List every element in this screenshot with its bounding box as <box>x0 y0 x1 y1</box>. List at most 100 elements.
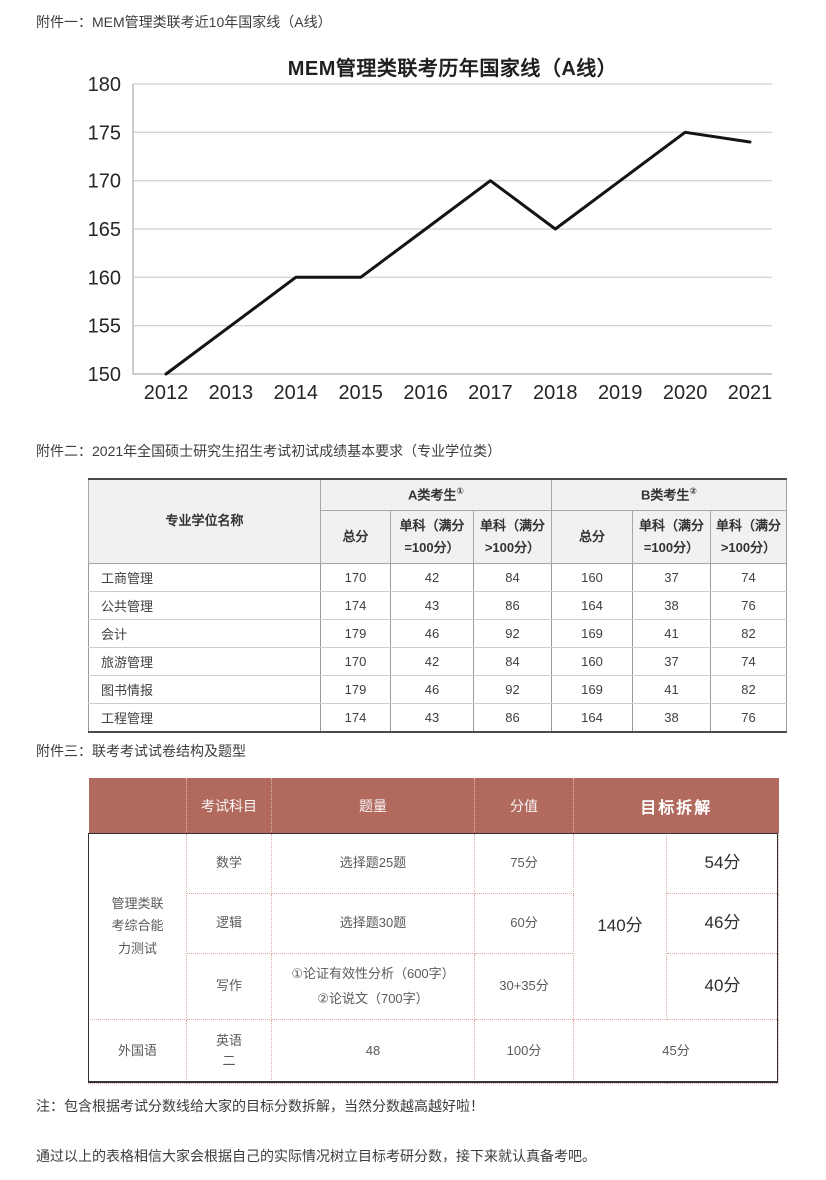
x-tick-label: 2014 <box>274 382 319 404</box>
score-value-cell: 84 <box>473 563 552 592</box>
degree-name-cell: 工商管理 <box>88 563 321 592</box>
table-row: 会计 179 46 92 169 41 82 <box>88 619 787 648</box>
quantity-cell: 选择题30题 <box>271 893 475 954</box>
score-value-cell: 86 <box>473 591 552 620</box>
score-value-cell: 82 <box>710 619 787 648</box>
y-tick-label: 155 <box>88 316 121 338</box>
target-cell: 45分 <box>572 1019 780 1084</box>
x-tick-label: 2018 <box>533 382 578 404</box>
x-tick-label: 2019 <box>598 382 643 404</box>
subject-cell: 逻辑 <box>186 893 272 954</box>
x-tick-label: 2021 <box>728 382 773 404</box>
x-tick-label: 2017 <box>468 382 513 404</box>
y-tick-label: 150 <box>88 364 121 386</box>
footnote-mark-2: ② <box>689 485 697 496</box>
score-value-cell: 41 <box>632 619 711 648</box>
score-value-cell: 179 <box>320 619 391 648</box>
table-row-logic: 逻辑 选择题30题 60分 46分 <box>89 893 780 954</box>
y-tick-label: 175 <box>88 122 121 144</box>
quantity-line-2: ②论说文（700字） <box>317 990 429 1006</box>
score-requirements-table: 专业学位名称 A类考生① B类考生② 总分 单科（满分=100分） 单科（满分>10… <box>88 478 787 733</box>
attachment3-heading: 附件三：联考考试试卷结构及题型 <box>36 743 246 759</box>
score-cell: 75分 <box>474 833 574 894</box>
score-value-cell: 170 <box>320 563 391 592</box>
col-subheader: 单科（满分=100分） <box>390 510 474 564</box>
col-subheader: 总分 <box>551 510 633 564</box>
footnote-mark-1: ① <box>456 485 464 496</box>
y-tick-label: 170 <box>88 171 121 193</box>
group-cell-management-test: 管理类联考综合能力测试 <box>88 833 187 1020</box>
table-row: 图书情报 179 46 92 169 41 82 <box>88 675 787 704</box>
score-cell: 60分 <box>474 893 574 954</box>
quantity-line-1: ①论证有效性分析（600字） <box>291 965 455 981</box>
score-value-cell: 82 <box>710 675 787 704</box>
score-value-cell: 169 <box>551 675 633 704</box>
score-value-cell: 37 <box>632 647 711 676</box>
x-tick-label: 2020 <box>663 382 708 404</box>
target-cell: 40分 <box>665 953 780 1020</box>
score-value-cell: 84 <box>473 647 552 676</box>
score-value-cell: 43 <box>390 591 474 620</box>
line-chart-canvas: 150 155 160 165 170 175 180 2012 2013 2014 2015 201… <box>88 74 773 404</box>
score-value-cell: 174 <box>320 703 391 733</box>
score-value-cell: 179 <box>320 675 391 704</box>
data-line <box>164 130 752 376</box>
score-value-cell: 43 <box>390 703 474 733</box>
score-value-cell: 37 <box>632 563 711 592</box>
group-label: 管理类联考综合能力测试 <box>111 896 164 956</box>
degree-name-cell: 旅游管理 <box>88 647 321 676</box>
col-header-quantity: 题量 <box>271 778 475 834</box>
note-2: 通过以上的表格相信大家会根据自己的实际情况树立目标考研分数，接下来就认真备考吧。 <box>36 1148 596 1164</box>
degree-name-cell: 图书情报 <box>88 675 321 704</box>
col-subheader: 单科（满分>100分） <box>710 510 787 564</box>
score-value-cell: 46 <box>390 619 474 648</box>
score-value-cell: 160 <box>551 563 633 592</box>
note-1: 注：包含根据考试分数线给大家的目标分数拆解，当然分数越高越好啦！ <box>36 1098 484 1114</box>
col-header-degree-name: 专业学位名称 <box>88 478 321 564</box>
y-tick-label: 165 <box>88 219 121 241</box>
score-value-cell: 38 <box>632 703 711 733</box>
quantity-cell: 48 <box>271 1019 475 1084</box>
exam-structure-table: 考试科目 题量 分值 目标拆解 管理类联考综合能力测试 数学 选择题25题 75… <box>88 778 780 1084</box>
score-value-cell: 42 <box>390 563 474 592</box>
col-group-b: B类考生② <box>551 478 787 511</box>
table-row: 公共管理 174 43 86 164 38 76 <box>88 591 787 620</box>
score-value-cell: 174 <box>320 591 391 620</box>
x-tick-label: 2016 <box>403 382 448 404</box>
col-group-a: A类考生① <box>320 478 552 511</box>
score-value-cell: 38 <box>632 591 711 620</box>
group-cell-foreign-language: 外国语 <box>88 1019 187 1084</box>
score-cell: 30+35分 <box>474 953 574 1020</box>
score-value-cell: 160 <box>551 647 633 676</box>
col-header-target: 目标拆解 <box>573 778 779 834</box>
col-group-b-label: B类考生 <box>640 487 690 503</box>
subject-cell: 数学 <box>186 833 272 894</box>
table3-header-row: 考试科目 题量 分值 目标拆解 <box>88 778 779 834</box>
table-row-math: 管理类联考综合能力测试 数学 选择题25题 75分 140分 54分 <box>88 833 780 1020</box>
x-tick-label: 2015 <box>338 382 383 404</box>
x-tick-label: 2012 <box>144 382 189 404</box>
target-cell: 46分 <box>665 893 780 954</box>
degree-name-cell: 工程管理 <box>88 703 321 733</box>
score-value-cell: 76 <box>710 591 787 620</box>
col-subheader: 单科（满分=100分） <box>632 510 711 564</box>
col-header-score: 分值 <box>474 778 574 834</box>
col-group-a-label: A类考生 <box>407 487 457 503</box>
table2-group-header-row: 专业学位名称 A类考生① B类考生② <box>88 478 787 564</box>
score-value-cell: 164 <box>551 703 633 733</box>
score-value-cell: 164 <box>551 591 633 620</box>
degree-name-cell: 公共管理 <box>88 591 321 620</box>
col-subheader: 单科（满分>100分） <box>473 510 552 564</box>
score-value-cell: 41 <box>632 675 711 704</box>
quantity-cell: ①论证有效性分析（600字） ②论说文（700字） <box>271 953 475 1020</box>
attachment1-heading: 附件一：MEM管理类联考近10年国家线（A线） <box>36 14 332 30</box>
table-row-foreign-language: 外国语 英语二 48 100分 45分 <box>88 1019 780 1084</box>
degree-name-cell: 会计 <box>88 619 321 648</box>
y-tick-label: 180 <box>88 74 121 96</box>
subject-cell: 写作 <box>186 953 272 1020</box>
table-row-writing: 写作 ①论证有效性分析（600字） ②论说文（700字） 30+35分 40分 <box>89 953 780 1020</box>
subject-cell: 英语二 <box>186 1019 272 1084</box>
target-cell: 54分 <box>665 833 780 894</box>
attachment2-heading: 附件二：2021年全国硕士研究生招生考试初试成绩基本要求（专业学位类） <box>36 443 502 459</box>
col-header-subject: 考试科目 <box>186 778 272 834</box>
